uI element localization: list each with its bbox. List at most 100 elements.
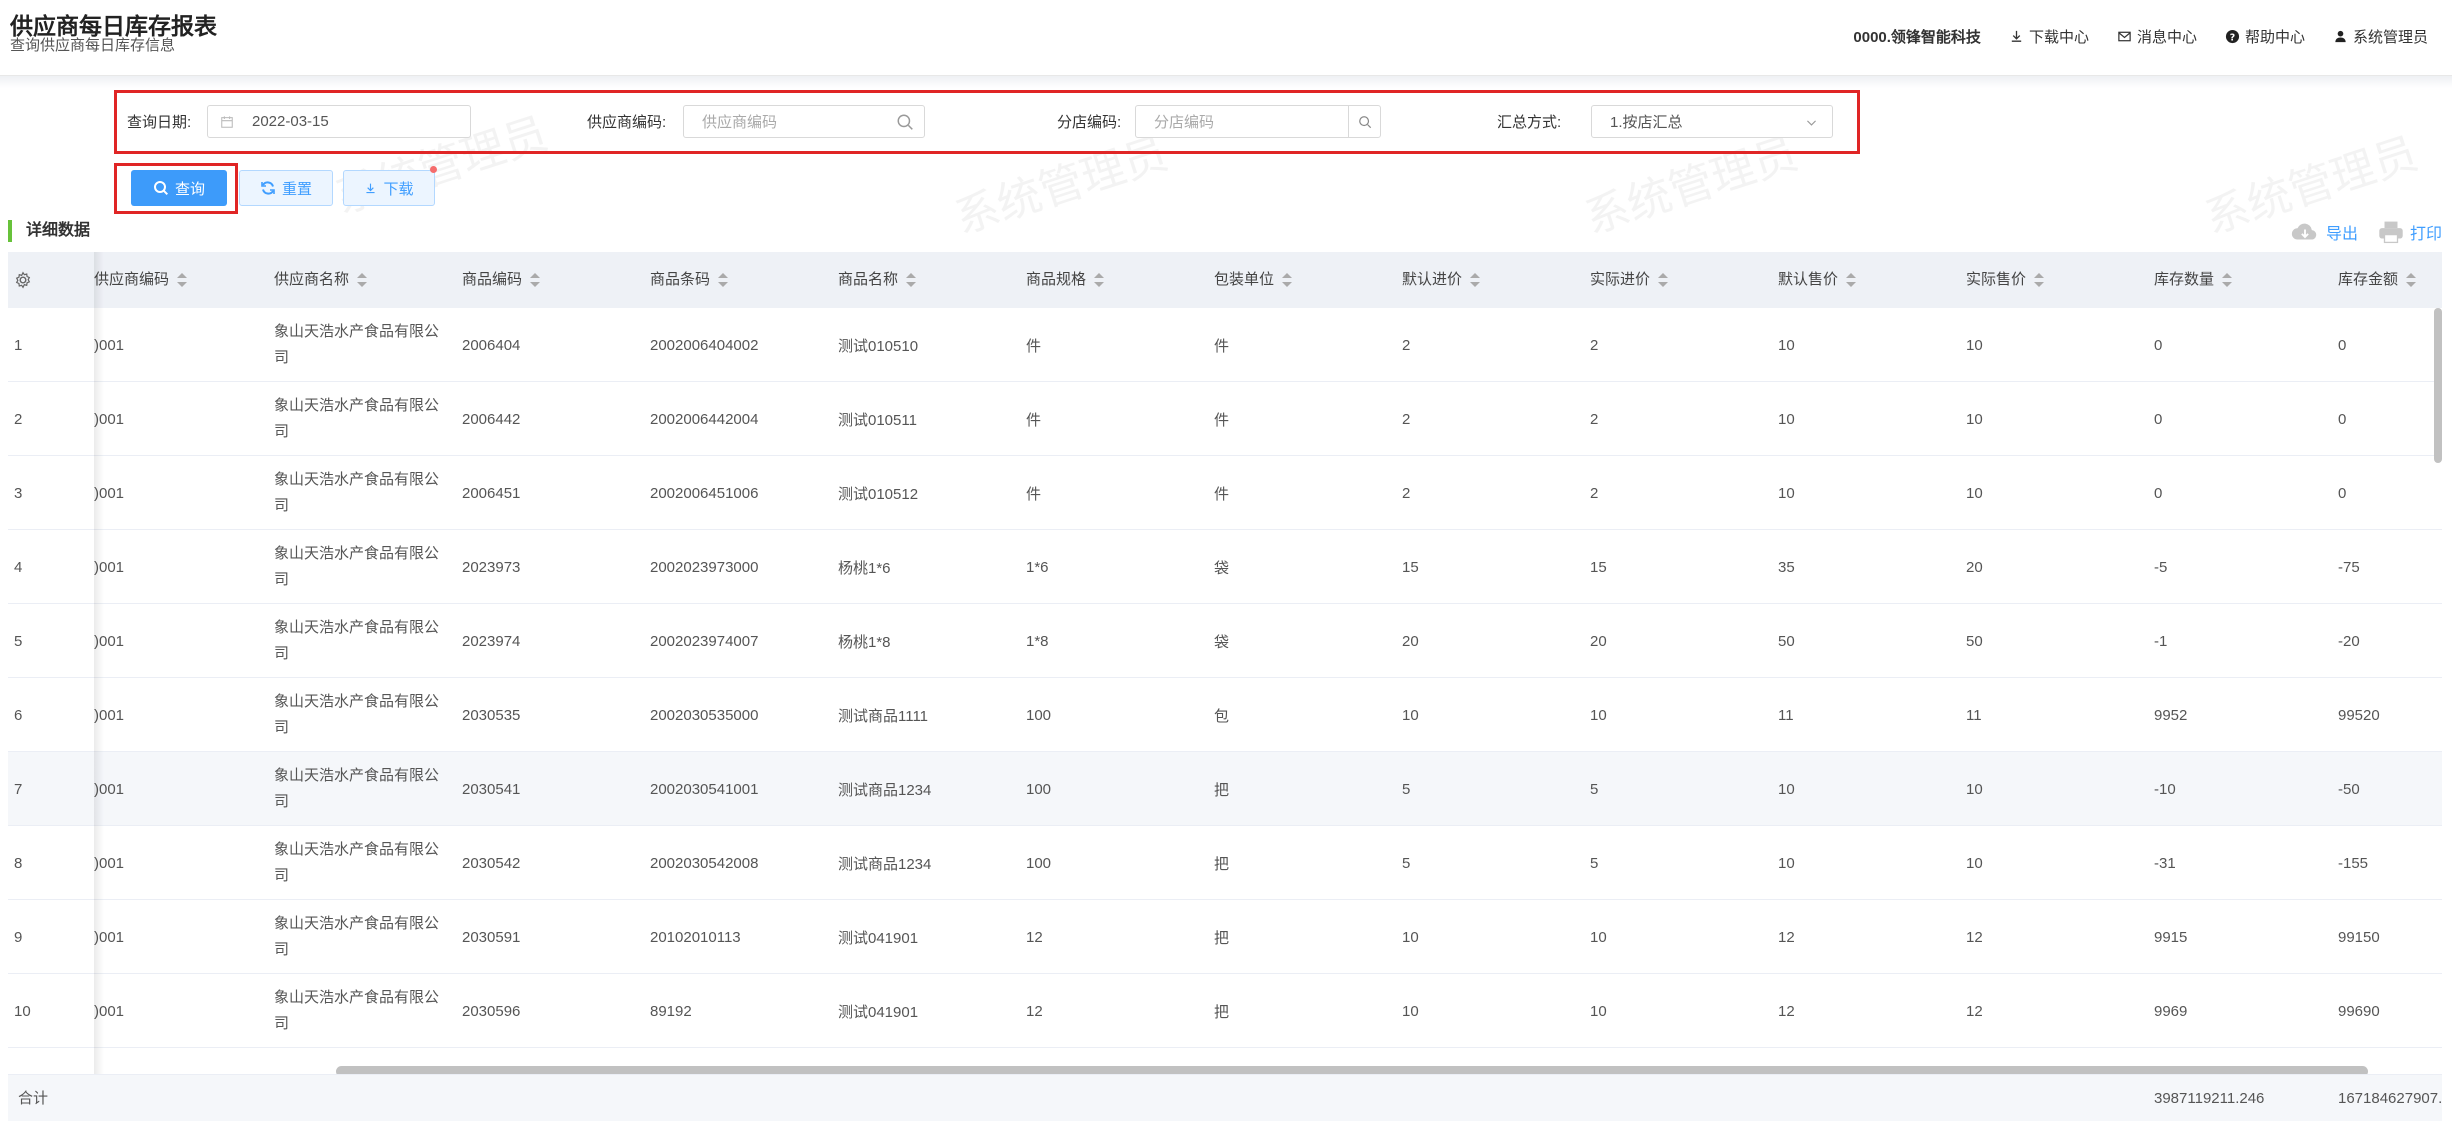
supplier-name-cell: 象山天浩水产食品有限公司 [274,767,440,810]
column-header[interactable]: 实际售价 [1966,252,2045,308]
user-menu[interactable]: 系统管理员 [2333,26,2428,47]
column-header[interactable]: 商品名称 [838,252,917,308]
stock-qty-cell: 9969 [2154,1002,2188,1020]
table-row[interactable]: 6)001 象山天浩水产食品有限公司 2030535 2002030535000 测试商… [8,678,2442,752]
stock-qty-cell: 9915 [2154,928,2188,946]
stock-amount-cell: 0 [2338,336,2347,354]
actual-purchase-price-cell: 10 [1590,1002,1607,1020]
supplier-code-label: 供应商编码: [587,114,667,131]
unit-cell: 把 [1214,855,1230,873]
store-search-button[interactable] [1348,106,1380,137]
date-picker[interactable]: 2022-03-15 [207,105,471,138]
download-button[interactable]: 下载 [343,170,435,206]
reset-button[interactable]: 重置 [239,170,333,206]
help-center-link[interactable]: ? 帮助中心 [2225,26,2305,47]
default-purchase-price-cell: 10 [1402,1002,1419,1020]
column-header[interactable]: 库存数量 [2154,252,2233,308]
sort-icon[interactable] [1658,273,1669,288]
table-row[interactable]: 7)001 象山天浩水产食品有限公司 2030541 2002030541001 测试商… [8,752,2442,826]
table-row[interactable]: 10)001 象山天浩水产食品有限公司 2030596 89192 测试041901 12… [8,974,2442,1048]
download-center-link[interactable]: 下载中心 [2009,26,2089,47]
spec-cell: 100 [1026,780,1052,798]
message-center-link[interactable]: 消息中心 [2117,26,2197,47]
column-header[interactable]: 实际进价 [1590,252,1669,308]
column-header[interactable]: 库存金额 [2338,252,2417,308]
table-row[interactable]: 5)001 象山天浩水产食品有限公司 2023974 2002023974007 杨桃1… [8,604,2442,678]
supplier-code-cell: )001 [94,484,125,502]
column-header[interactable]: 供应商编码 [94,252,188,308]
column-header[interactable]: 商品规格 [1026,252,1105,308]
stock-qty-cell: 0 [2154,410,2163,428]
default-purchase-price-cell: 2 [1402,336,1411,354]
sort-icon[interactable] [2222,273,2233,288]
user-name: 系统管理员 [2352,29,2428,46]
column-settings-button[interactable] [14,252,32,308]
column-header[interactable]: 商品编码 [462,252,541,308]
column-header[interactable]: 包装单位 [1214,252,1293,308]
stock-amount-cell: 0 [2338,484,2347,502]
default-sale-price-cell: 12 [1778,928,1795,946]
spec-cell: 1*8 [1026,632,1049,650]
table-row[interactable]: 9)001 象山天浩水产食品有限公司 2030591 20102010113 测试041… [8,900,2442,974]
header-actions: 0000.领锋智能科技 下载中心 消息中心 ? 帮助中心 系统管理员 [1853,26,2428,47]
sort-icon[interactable] [1094,273,1105,288]
query-button[interactable]: 查询 [131,170,227,206]
footer-amount-total: 167184627907. [2338,1090,2442,1107]
horizontal-scroll-thumb[interactable] [336,1066,2368,1077]
sort-icon[interactable] [357,273,368,288]
help-icon: ? [2225,29,2240,43]
vertical-scroll-thumb[interactable] [2434,308,2442,463]
column-header-label: 商品名称 [838,271,899,288]
table-row[interactable]: 4)001 象山天浩水产食品有限公司 2023973 2002023973000 杨桃1… [8,530,2442,604]
help-center-label: 帮助中心 [2244,29,2305,46]
column-header[interactable]: 默认进价 [1402,252,1481,308]
row-index: 10 [14,1002,31,1020]
search-icon [1358,115,1371,128]
summary-mode-select[interactable]: 1.按店汇总 [1591,105,1833,138]
goods-name-cell: 测试商品1234 [838,781,932,799]
sort-icon[interactable] [530,273,541,288]
sort-icon[interactable] [1470,273,1481,288]
sort-icon[interactable] [1282,273,1293,288]
column-header[interactable]: 默认售价 [1778,252,1857,308]
actual-sale-price-cell: 12 [1966,928,1983,946]
supplier-code-input[interactable]: 供应商编码 [683,105,925,138]
spec-cell: 件 [1026,337,1042,355]
table-row[interactable]: 8)001 象山天浩水产食品有限公司 2030542 2002030542008 测试商… [8,826,2442,900]
goods-code-cell: 2006442 [462,410,521,428]
column-header-label: 商品规格 [1026,271,1087,288]
actual-sale-price-cell: 11 [1966,706,1982,724]
export-button[interactable]: 导出 [2290,220,2358,244]
default-sale-price-cell: 10 [1778,484,1795,502]
actual-purchase-price-cell: 20 [1590,632,1607,650]
column-header[interactable]: 商品条码 [650,252,729,308]
table-row[interactable]: 1)001 象山天浩水产食品有限公司 2006404 2002006404002 测试0… [8,308,2442,382]
stock-amount-cell: 99150 [2338,928,2380,946]
spec-cell: 12 [1026,928,1043,946]
sort-icon[interactable] [906,273,917,288]
spec-cell: 12 [1026,1002,1043,1020]
supplier-name-cell: 象山天浩水产食品有限公司 [274,915,440,958]
sort-icon[interactable] [2406,273,2417,288]
column-header-label: 库存数量 [2154,271,2215,288]
table-row[interactable]: 3)001 象山天浩水产食品有限公司 2006451 2002006451006 测试0… [8,456,2442,530]
stock-qty-cell: 9952 [2154,706,2188,724]
search-icon[interactable] [896,113,914,131]
stock-amount-cell: 99520 [2338,706,2380,724]
unit-cell: 件 [1214,411,1230,429]
default-sale-price-cell: 10 [1778,410,1795,428]
spec-cell: 件 [1026,485,1042,503]
actual-sale-price-cell: 10 [1966,484,1983,502]
column-header[interactable]: 供应商名称 [274,252,368,308]
page-subtitle: 查询供应商每日库存信息 [10,37,176,54]
sort-icon[interactable] [1846,273,1857,288]
table-row[interactable]: 2)001 象山天浩水产食品有限公司 2006442 2002006442004 测试0… [8,382,2442,456]
date-value: 2022-03-15 [252,113,329,130]
store-code-input[interactable]: 分店编码 [1135,105,1381,138]
print-button[interactable]: 打印 [2378,220,2442,244]
sort-icon[interactable] [718,273,729,288]
supplier-code-cell: )001 [94,1002,125,1020]
sort-icon[interactable] [177,273,188,288]
sort-icon[interactable] [2034,273,2045,288]
supplier-name-cell: 象山天浩水产食品有限公司 [274,989,440,1032]
